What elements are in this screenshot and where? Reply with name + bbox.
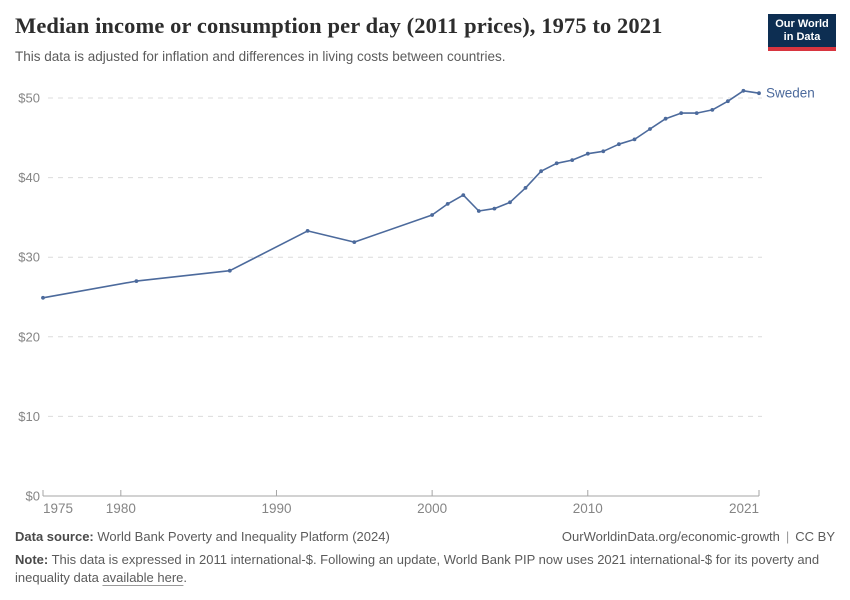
data-point-marker bbox=[352, 240, 357, 245]
chart-subtitle: This data is adjusted for inflation and … bbox=[15, 49, 506, 64]
data-source-text: World Bank Poverty and Inequality Platfo… bbox=[93, 529, 390, 544]
y-axis-tick-label: $40 bbox=[18, 170, 40, 185]
data-point-marker bbox=[539, 169, 543, 174]
data-point-marker bbox=[648, 127, 652, 131]
data-point-marker bbox=[523, 186, 528, 190]
owid-logo-redbar bbox=[768, 47, 836, 51]
line-chart: $0 $10 $20 $30 $40 $50 1975 1980 1990 2000 2010 202… bbox=[18, 86, 815, 516]
x-axis-tick-label: 1975 bbox=[43, 501, 73, 516]
data-point-marker bbox=[694, 111, 699, 115]
data-point-marker bbox=[617, 142, 621, 147]
data-point-marker bbox=[726, 99, 730, 104]
page-title: Median income or consumption per day (20… bbox=[15, 13, 663, 38]
owid-logo[interactable]: Our World in Data bbox=[768, 14, 836, 51]
data-point-marker bbox=[741, 88, 746, 93]
data-point-marker bbox=[679, 111, 684, 115]
data-point-marker bbox=[508, 200, 512, 205]
note-label: Note: bbox=[15, 552, 49, 567]
attribution-separator: | bbox=[785, 529, 790, 544]
data-point-marker bbox=[585, 151, 590, 156]
data-point-marker bbox=[492, 206, 497, 211]
y-axis-tick-label: $30 bbox=[18, 250, 40, 265]
data-point-marker bbox=[445, 202, 450, 206]
y-axis-tick-label: $50 bbox=[18, 91, 40, 106]
data-point-marker bbox=[476, 209, 481, 213]
data-point-marker bbox=[757, 91, 761, 96]
data-point-marker bbox=[710, 108, 715, 112]
license-badge: CC BY bbox=[795, 529, 835, 544]
data-point-marker bbox=[554, 161, 559, 166]
data-point-marker bbox=[430, 213, 434, 217]
attribution-url[interactable]: OurWorldinData.org/economic-growth bbox=[561, 529, 780, 544]
x-axis-tick-label: 1980 bbox=[106, 501, 136, 516]
chart-footer: Data source: World Bank Poverty and Ineq… bbox=[15, 529, 835, 588]
chart-note: Note: This data is expressed in 2011 int… bbox=[15, 551, 835, 588]
data-source: Data source: World Bank Poverty and Ineq… bbox=[15, 529, 390, 544]
data-point-marker bbox=[601, 149, 606, 154]
data-point-marker bbox=[227, 268, 232, 273]
data-source-label: Data source: bbox=[15, 529, 94, 544]
y-axis-tick-label: $20 bbox=[18, 329, 40, 344]
data-point-marker bbox=[570, 158, 575, 162]
attribution: OurWorldinData.org/economic-growth | CC BY bbox=[562, 529, 835, 544]
x-axis-tick-label: 2010 bbox=[573, 501, 603, 516]
x-axis-tick-label: 1990 bbox=[261, 501, 291, 516]
y-axis-tick-label: $10 bbox=[18, 409, 40, 424]
note-link[interactable]: available here bbox=[102, 570, 184, 586]
x-axis-tick-label: 2000 bbox=[417, 501, 447, 516]
x-axis-tick-label: 2021 bbox=[729, 501, 759, 516]
data-point-marker bbox=[632, 137, 637, 142]
note-text: This data is expressed in 2011 internati… bbox=[15, 552, 820, 586]
series-line bbox=[42, 90, 760, 299]
data-point-marker bbox=[305, 229, 310, 233]
data-point-marker bbox=[461, 193, 466, 197]
owid-logo-text: Our World in Data bbox=[768, 14, 836, 47]
data-point-marker bbox=[41, 295, 45, 300]
data-point-marker bbox=[134, 279, 139, 283]
series-end-label: Sweden bbox=[766, 86, 815, 101]
note-suffix: . bbox=[183, 570, 188, 586]
y-axis-tick-label: $0 bbox=[26, 489, 40, 504]
data-point-marker bbox=[663, 116, 668, 121]
